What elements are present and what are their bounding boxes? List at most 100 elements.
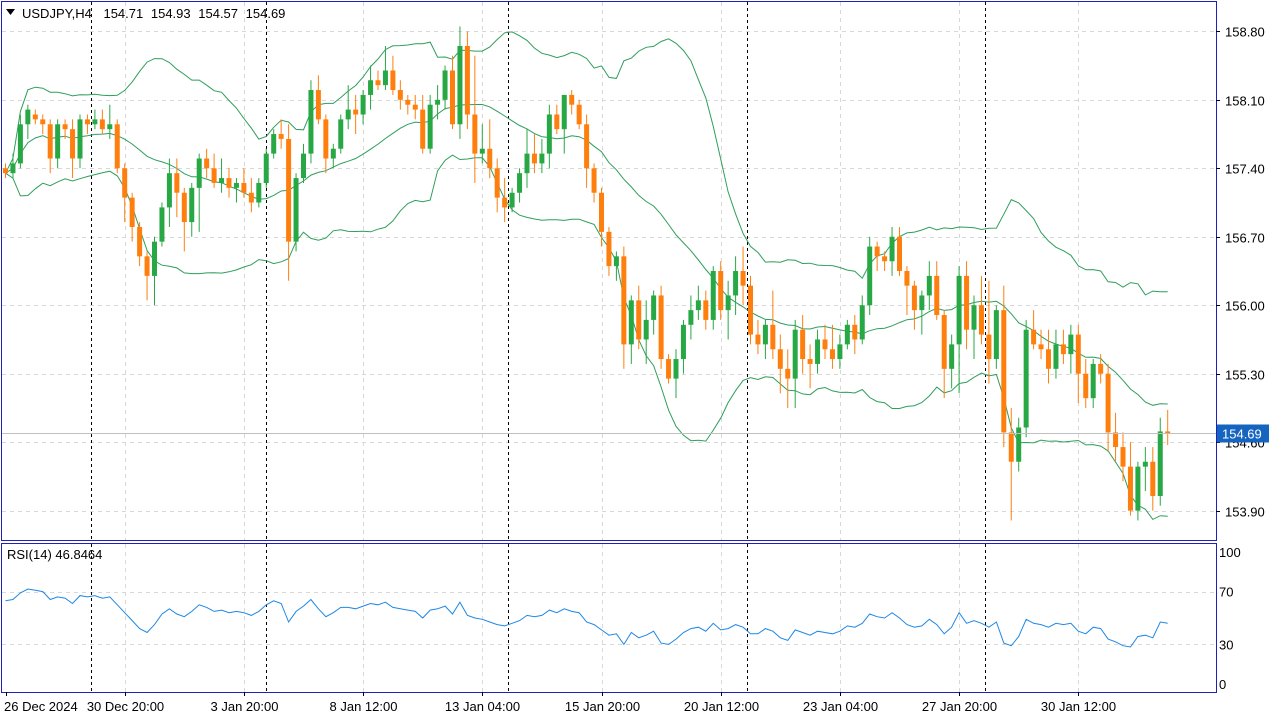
- candle: [978, 275, 984, 345]
- candle: [114, 119, 120, 174]
- candle-body: [3, 168, 8, 174]
- candle: [144, 251, 150, 301]
- candle-body: [92, 119, 98, 125]
- candle: [397, 80, 403, 110]
- candle-body: [241, 182, 247, 193]
- candle: [271, 129, 277, 159]
- candle: [725, 280, 731, 340]
- current-price-label-bg: [1217, 424, 1269, 443]
- price-tick-label: 157.40: [1225, 162, 1265, 177]
- candle: [822, 324, 828, 360]
- candle: [807, 344, 813, 389]
- candle-body: [964, 275, 970, 330]
- candle: [84, 114, 90, 135]
- candle: [1157, 417, 1163, 506]
- candle: [405, 94, 411, 115]
- candle-body: [271, 134, 277, 154]
- candle-body: [725, 295, 731, 311]
- candle-body: [822, 339, 828, 350]
- candle-body: [1083, 373, 1089, 399]
- candle-body: [181, 192, 187, 223]
- candle-body: [1001, 310, 1007, 433]
- candle-body: [815, 339, 821, 364]
- candle-body: [926, 275, 932, 296]
- candle-body: [859, 305, 865, 340]
- candle-body: [837, 344, 843, 360]
- candle: [107, 104, 113, 139]
- candle: [762, 319, 768, 360]
- candle-body: [479, 148, 485, 154]
- candle: [241, 168, 247, 198]
- candle-body: [405, 99, 411, 105]
- chart-header[interactable]: USDJPY,H4 154.71 154.93 154.57 154.69: [6, 6, 285, 21]
- candle: [450, 55, 455, 130]
- candle: [70, 119, 76, 179]
- time-tick-label: 8 Jan 12:00: [330, 699, 398, 714]
- candle: [159, 202, 165, 247]
- candle-body: [1098, 363, 1104, 374]
- candle: [457, 26, 463, 139]
- candle-body: [323, 119, 329, 159]
- candle: [278, 119, 284, 149]
- time-tick-label: 13 Jan 04:00: [445, 699, 520, 714]
- candle-body: [576, 104, 582, 125]
- chart-menu-triangle-icon[interactable]: [6, 9, 15, 15]
- candle-body: [792, 329, 798, 379]
- candle-body: [673, 359, 679, 379]
- candle-body: [829, 349, 835, 360]
- header-close: 154.69: [246, 6, 286, 21]
- candle-body: [487, 148, 493, 169]
- candle-body: [1075, 334, 1081, 374]
- candle-body: [353, 109, 359, 115]
- candle: [561, 94, 567, 154]
- candle-body: [442, 70, 448, 100]
- candle: [286, 124, 292, 281]
- price-tick-label: 156.00: [1225, 299, 1265, 314]
- candle: [1142, 447, 1148, 492]
- candle: [1068, 324, 1074, 374]
- candle: [494, 158, 500, 213]
- candle-body: [710, 271, 716, 320]
- candle: [889, 226, 895, 276]
- rsi-header: RSI(14) 46.8464: [7, 547, 102, 562]
- candle-body: [427, 104, 433, 149]
- candle-body: [152, 241, 157, 276]
- candle: [964, 261, 970, 350]
- candle-body: [956, 275, 962, 345]
- candle-body: [159, 207, 165, 242]
- candle: [777, 334, 783, 394]
- candle-body: [1016, 427, 1022, 462]
- candle-body: [718, 271, 724, 311]
- candle: [189, 182, 195, 237]
- candle: [524, 129, 530, 188]
- candle-body: [1046, 349, 1051, 369]
- rsi-panel-frame: [1, 543, 1217, 693]
- candle-body: [382, 70, 388, 86]
- candle-body: [688, 310, 694, 325]
- candle: [1105, 363, 1111, 452]
- candle: [852, 315, 858, 355]
- candle: [219, 158, 225, 193]
- candle-body: [733, 271, 739, 296]
- candle-body: [1090, 363, 1096, 399]
- candle: [904, 266, 910, 316]
- candle-body: [584, 124, 590, 169]
- candle-body: [919, 295, 925, 311]
- header-low: 154.57: [198, 6, 238, 21]
- candle: [576, 99, 582, 130]
- candle-body: [680, 324, 686, 360]
- candle: [17, 114, 23, 169]
- candle-body: [174, 173, 180, 193]
- candle: [733, 256, 739, 316]
- candle-body: [345, 109, 351, 120]
- candle: [62, 119, 68, 139]
- candle-body: [1120, 447, 1126, 467]
- candle-body: [867, 246, 873, 306]
- candle: [785, 349, 791, 408]
- candle-body: [695, 300, 701, 311]
- candle-body: [166, 173, 172, 208]
- candle: [420, 94, 426, 154]
- candle: [368, 65, 374, 110]
- candle: [613, 251, 619, 281]
